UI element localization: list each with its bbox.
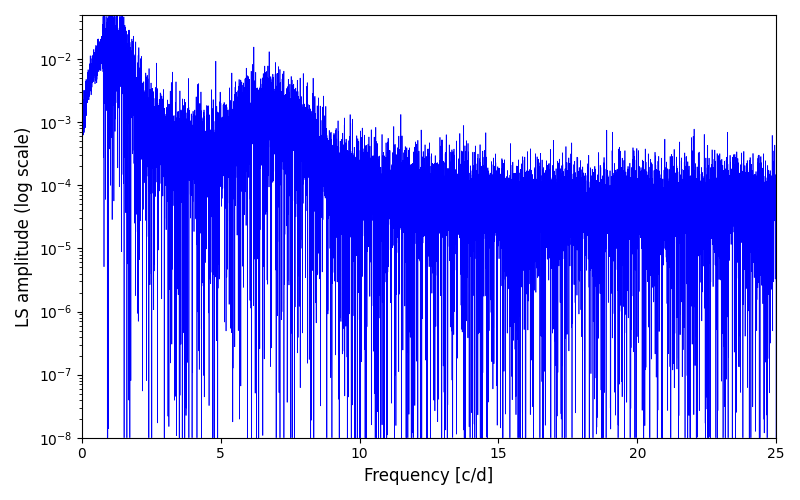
Y-axis label: LS amplitude (log scale): LS amplitude (log scale) — [15, 126, 33, 326]
X-axis label: Frequency [c/d]: Frequency [c/d] — [364, 467, 494, 485]
